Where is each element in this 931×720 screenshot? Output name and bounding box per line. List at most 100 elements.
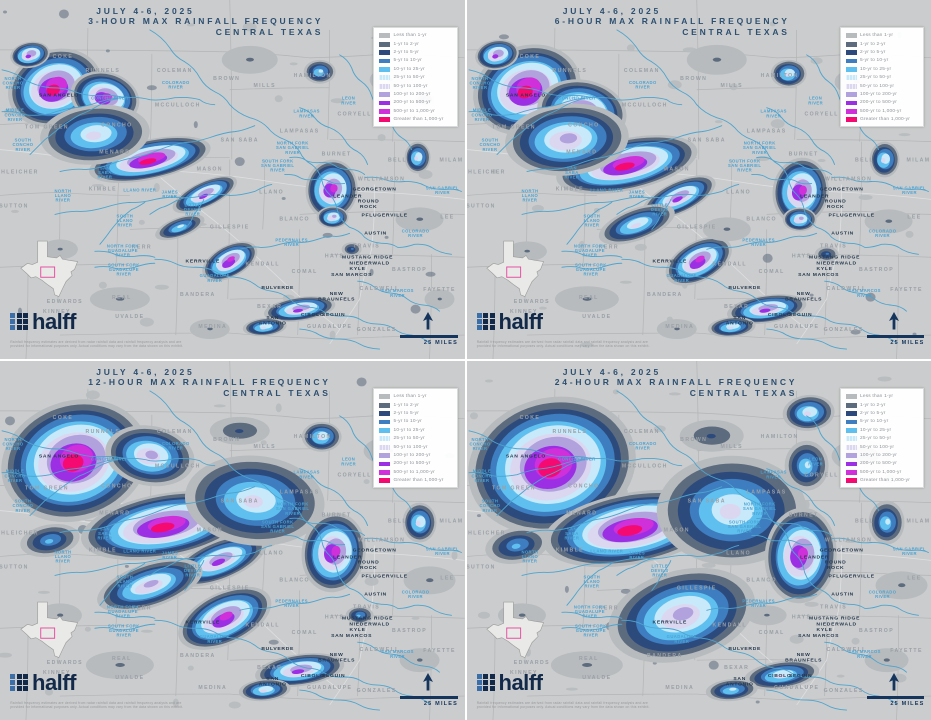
legend-swatch: [845, 402, 857, 408]
map-label-river: GUADALUPE RIVER: [666, 634, 696, 644]
legend-swatch: [379, 33, 391, 39]
legend-label: 50-yr to 100-yr: [393, 83, 428, 89]
legend-row: Less than 1-yr: [845, 33, 920, 38]
halff-logo-icon: [476, 673, 495, 692]
rainfall-cluster: [784, 440, 829, 491]
scale-bar: 25 MILES: [400, 696, 458, 707]
map-label-city: SAN MARCOS: [798, 633, 839, 639]
legend-label: Greater than 1,000-yr: [393, 478, 444, 484]
rainfall-speckle: [668, 392, 681, 396]
map-label-city: SAN MARCOS: [798, 272, 839, 278]
map-label-county: CORYELL: [337, 112, 371, 118]
map-label-river: COLORADO RIVER: [868, 589, 896, 599]
map-label-city: SAN ANTONIO: [725, 676, 753, 687]
river-line: [615, 29, 919, 255]
halff-logo-square: [489, 686, 495, 692]
rainfall-level-9: [227, 256, 235, 262]
map-label-river: LITTLE DEVILS RIVER: [184, 563, 202, 577]
rainfall-level-8: [292, 308, 303, 313]
map-label-county: EDWARDS: [47, 299, 83, 305]
rainfall-speckle: [905, 230, 914, 238]
rainfall-speckle: [531, 204, 544, 212]
scale-bar-label: 25 MILES: [890, 700, 925, 707]
legend-row: 2-yr to 5-yr: [379, 50, 453, 55]
river-line: [149, 29, 452, 255]
rainfall-cluster: [178, 586, 272, 650]
map-label-river: SAN MARCOS RIVER: [381, 288, 414, 298]
halff-logo-icon: [476, 312, 495, 331]
map-label-county: BROWN: [213, 76, 240, 82]
rainfall-cluster: [209, 416, 270, 445]
rainfall-cluster: [869, 141, 900, 178]
map-label-county: CALDWELL: [826, 286, 866, 292]
legend-row: Less than 1-yr: [379, 394, 453, 399]
legend-swatch: [379, 411, 391, 416]
rainfall-cluster: [105, 425, 195, 487]
halff-logo-square: [10, 319, 16, 325]
legend-row: 50-yr to 100-yr: [845, 83, 920, 89]
county-boundary-line: [763, 229, 767, 336]
rainfall-level-1: [426, 578, 434, 583]
legend-swatch: [845, 453, 857, 458]
legend-swatch: [845, 436, 857, 442]
rainfall-speckle: [384, 235, 389, 239]
rainfall-speckle: [10, 209, 19, 213]
county-boundary-line: [357, 254, 360, 336]
legend-row: 2-yr to 5-yr: [845, 411, 920, 416]
river-line: [755, 517, 832, 536]
halff-logo-square: [483, 673, 489, 679]
rainfall-cluster: [303, 59, 336, 84]
legend-label: 25-yr to 50-yr: [859, 436, 892, 442]
legend-label: 10-yr to 25-yr: [393, 66, 425, 72]
map-label-river: LITTLE DEVILS RIVER: [651, 563, 669, 577]
legend-label: 200-yr to 500-yr: [393, 461, 431, 467]
map-label-city: BULVERDE: [261, 285, 294, 291]
map-label-county: SUTTON: [467, 203, 496, 209]
legend-swatch: [379, 478, 391, 484]
rainfall-speckle: [146, 85, 157, 91]
rainfall-cluster: [474, 39, 519, 71]
map-label-county: KENDALL: [712, 622, 747, 628]
rainfall-speckle: [770, 119, 785, 129]
rainfall-speckle: [153, 182, 160, 192]
rainfall-level-6: [317, 435, 324, 440]
rainfall-cluster: [686, 44, 747, 75]
map-label-county: FAYETTE: [890, 648, 923, 654]
road-line: [795, 545, 842, 706]
rainfall-speckle: [274, 95, 283, 103]
map-label-county: BELL: [388, 519, 407, 525]
rainfall-cluster: [81, 490, 249, 561]
map-label-county: SAN SABA: [687, 499, 725, 505]
rainfall-speckle: [708, 660, 719, 670]
river-line: [705, 593, 817, 611]
map-label-city: AUSTIN: [831, 591, 854, 597]
river-line: [705, 232, 817, 250]
legend-swatch: [379, 41, 391, 47]
rainfall-speckle: [85, 390, 100, 400]
map-label-city: NEW BRAUNFELS: [318, 652, 355, 663]
rainfall-cluster: [707, 316, 756, 338]
legend-swatch: [845, 411, 857, 416]
rainfall-cluster: [875, 571, 928, 600]
map-label-county: MILLS: [253, 83, 276, 89]
legend-swatch: [845, 83, 857, 89]
rainfall-cluster: [301, 421, 342, 452]
map-label-river: NORTH FORK GUADALUPE RIVER: [107, 243, 139, 257]
river-line: [650, 198, 671, 230]
study-area-box: [39, 266, 55, 278]
halff-logo-square: [483, 680, 489, 686]
legend-swatch: [379, 75, 391, 81]
rainfall-speckle: [476, 514, 481, 518]
river-line: [750, 534, 812, 546]
rainfall-speckle: [564, 585, 569, 593]
rainfall-speckle: [477, 611, 490, 619]
map-label-river: SAN SABA RIVER: [564, 166, 579, 180]
halff-logo-icon: [10, 673, 28, 692]
rainfall-level-10: [62, 454, 84, 472]
county-boundary-line: [327, 29, 331, 140]
map-label-river: NORTH LLANO RIVER: [54, 549, 71, 563]
county-boundary-line: [641, 229, 645, 336]
rainfall-level-9: [797, 547, 808, 561]
north-arrow-svg: [422, 312, 433, 330]
